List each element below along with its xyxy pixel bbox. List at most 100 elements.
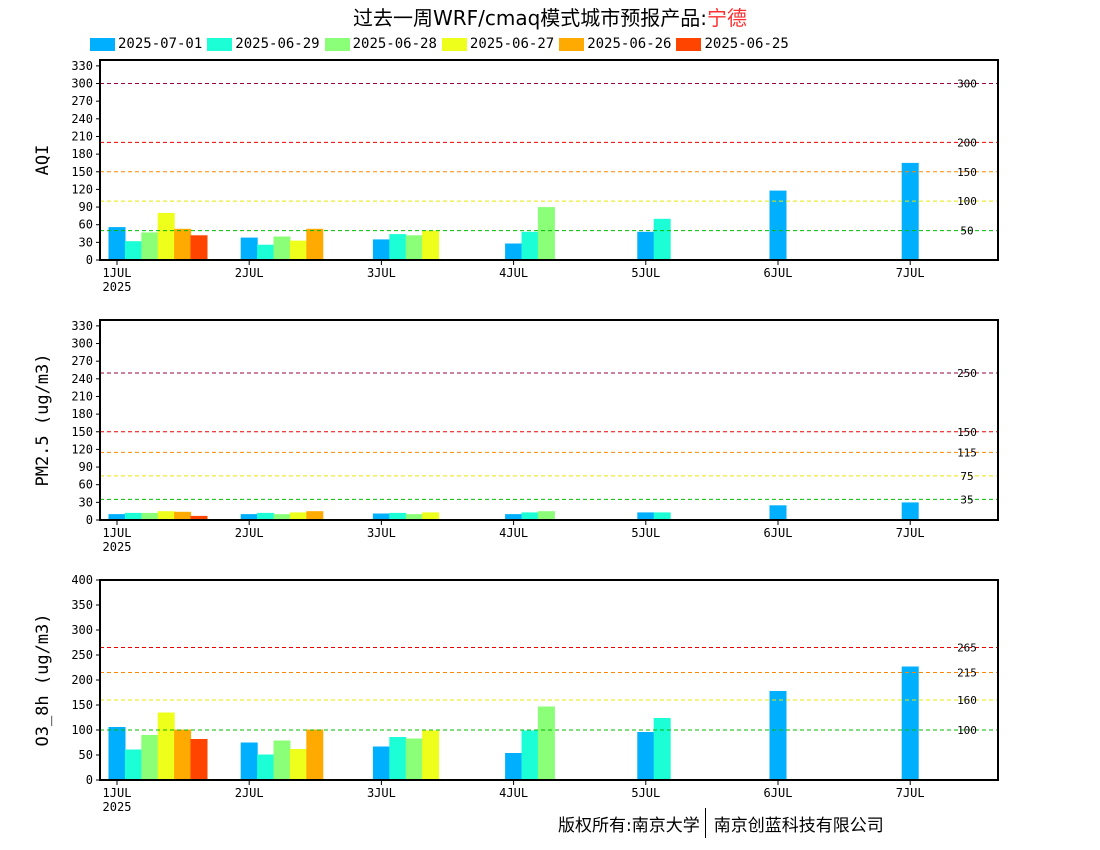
title-city: 宁德 — [707, 6, 748, 30]
x-tick-label: 6JUL — [764, 266, 793, 280]
bar — [289, 749, 307, 780]
bar — [505, 514, 523, 520]
bar — [769, 505, 787, 520]
bar — [637, 512, 655, 520]
bar — [422, 512, 440, 520]
bar — [405, 738, 423, 780]
bar — [240, 514, 258, 520]
x-tick-label: 2JUL — [235, 526, 264, 540]
y-tick-label: 180 — [71, 147, 93, 161]
threshold-label: 100 — [957, 195, 977, 208]
page-title: 过去一周WRF/cmaq模式城市预报产品:宁德 — [0, 2, 1100, 31]
bar — [157, 511, 175, 520]
legend-label: 2025-06-27 — [469, 36, 555, 52]
legend-swatch — [207, 37, 233, 51]
bar — [240, 742, 258, 780]
y-tick-label: 300 — [71, 623, 93, 637]
x-tick-label: 2JUL — [235, 266, 264, 280]
bar — [108, 514, 126, 520]
bar — [108, 727, 126, 780]
bar — [372, 513, 390, 520]
copyright-owner: 版权所有:南京大学 — [558, 815, 700, 836]
threshold-label: 75 — [960, 470, 973, 483]
legend-label: 2025-06-29 — [235, 36, 320, 52]
bar — [537, 207, 555, 260]
x-tick-label: 4JUL — [499, 786, 528, 800]
plot-frame — [99, 319, 999, 521]
bar — [389, 234, 407, 260]
bar — [273, 236, 291, 260]
legend-item: 2025-06-29 — [207, 36, 320, 52]
bar — [637, 732, 655, 780]
y-tick-label: 30 — [79, 235, 93, 249]
legend-label: 2025-06-25 — [704, 36, 789, 52]
x-tick-sublabel: 2025 — [103, 800, 132, 814]
bar — [190, 739, 208, 780]
bar — [124, 241, 142, 260]
y-tick-label: 250 — [71, 648, 93, 662]
bar — [389, 512, 407, 520]
y-tick-label: 30 — [79, 495, 93, 509]
bar — [289, 512, 307, 520]
chart-panel: 50 100 150 200 300 0 30 60 90 120 150 180 210 240 270 3… — [33, 59, 999, 294]
bar — [306, 228, 324, 260]
bar — [372, 239, 390, 260]
legend-label: 2025-06-26 — [587, 36, 672, 52]
bar — [537, 706, 555, 780]
y-tick-label: 90 — [79, 200, 93, 214]
y-tick-label: 200 — [71, 673, 93, 687]
legend-label: 2025-06-28 — [352, 36, 437, 52]
legend-label: 2025-07-01 — [118, 36, 203, 52]
bar — [653, 512, 671, 520]
y-axis-label: O3_8h (ug/m3) — [33, 613, 53, 746]
y-tick-label: 270 — [71, 354, 93, 368]
x-tick-label: 3JUL — [367, 266, 396, 280]
copyright-footer: 版权所有:南京大学 南京创蓝科技有限公司 — [558, 808, 884, 838]
footer-divider — [704, 808, 706, 838]
y-tick-label: 100 — [71, 723, 93, 737]
y-axis-label: PM2.5 (ug/m3) — [33, 353, 53, 486]
y-tick-label: 90 — [79, 460, 93, 474]
bar — [124, 749, 142, 780]
bar — [190, 515, 208, 520]
bar — [273, 740, 291, 780]
legend-swatch — [90, 37, 115, 51]
threshold-label: 250 — [957, 367, 977, 380]
y-tick-label: 60 — [79, 478, 93, 492]
y-tick-label: 300 — [71, 337, 93, 351]
threshold-label: 215 — [957, 667, 977, 680]
threshold-label: 50 — [960, 225, 973, 238]
threshold-label: 150 — [957, 166, 977, 179]
legend-item: 2025-06-28 — [324, 36, 437, 52]
x-tick-sublabel: 2025 — [103, 540, 132, 554]
x-tick-label: 7JUL — [896, 786, 925, 800]
bar — [190, 235, 208, 260]
bar — [769, 691, 787, 780]
y-tick-label: 330 — [71, 319, 93, 333]
bar — [174, 228, 192, 260]
x-tick-label: 5JUL — [631, 526, 660, 540]
x-tick-label: 5JUL — [631, 786, 660, 800]
bar — [521, 730, 539, 780]
y-tick-label: 240 — [71, 112, 93, 126]
title-prefix: 过去一周WRF/cmaq模式城市预报产品: — [352, 6, 708, 30]
bar — [174, 729, 192, 780]
x-tick-label: 7JUL — [896, 266, 925, 280]
threshold-label: 265 — [957, 642, 977, 655]
threshold-label: 300 — [957, 78, 977, 91]
bar — [240, 237, 258, 260]
x-tick-label: 1JUL — [103, 786, 132, 800]
x-tick-label: 1JUL — [103, 526, 132, 540]
y-tick-label: 150 — [71, 165, 93, 179]
legend-swatch — [559, 37, 585, 51]
x-tick-label: 6JUL — [764, 526, 793, 540]
bar — [257, 754, 275, 780]
x-tick-label: 3JUL — [367, 786, 396, 800]
bar — [901, 502, 919, 520]
y-tick-label: 120 — [71, 182, 93, 196]
bar — [422, 730, 440, 780]
x-tick-label: 3JUL — [367, 526, 396, 540]
legend-item: 2025-06-27 — [441, 36, 555, 52]
bar — [174, 511, 192, 520]
x-tick-label: 4JUL — [499, 526, 528, 540]
